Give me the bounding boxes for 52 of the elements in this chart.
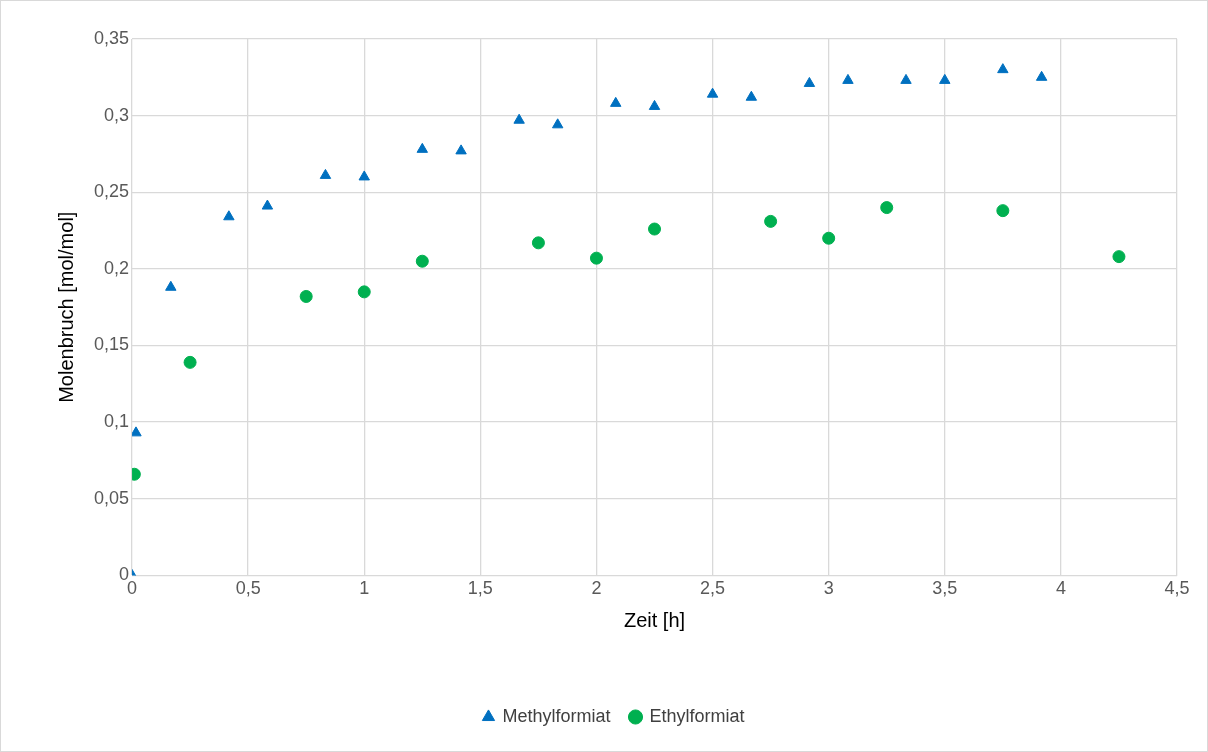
x-tick-label: 4,5	[1164, 578, 1190, 599]
y-tick-label: 0,1	[104, 411, 130, 432]
point	[551, 118, 564, 129]
y-tick-label: 0,2	[104, 257, 130, 278]
point	[415, 254, 429, 268]
point	[745, 90, 758, 101]
point	[165, 280, 177, 291]
point	[648, 222, 662, 236]
point	[610, 96, 622, 107]
point	[132, 426, 142, 437]
x-tick-label: 2	[591, 578, 602, 599]
point	[1112, 250, 1126, 264]
point	[455, 144, 467, 155]
point	[223, 210, 235, 221]
y-axis-title: Molenbruch [mol/mol]	[54, 211, 77, 403]
x-tick-label: 0,5	[235, 578, 261, 599]
point	[416, 142, 428, 153]
point	[319, 168, 332, 179]
point	[531, 236, 545, 250]
point	[1035, 70, 1048, 81]
y-tick-label: 0,3	[104, 104, 130, 125]
point	[939, 73, 951, 84]
point	[706, 87, 719, 98]
x-tick-label: 2,5	[700, 578, 726, 599]
y-tick-label: 0,05	[93, 487, 130, 508]
y-tick-label: 0,35	[93, 27, 130, 48]
y-tick-label: 0,15	[93, 334, 130, 355]
point	[842, 73, 854, 84]
point	[803, 76, 816, 87]
legend-label: Methylformiat	[502, 705, 611, 726]
point	[822, 231, 836, 245]
point	[764, 214, 778, 228]
point	[648, 99, 661, 110]
x-tick-label: 4	[1055, 578, 1066, 599]
point	[357, 285, 371, 299]
x-tick-label: 3	[823, 578, 834, 599]
point	[358, 170, 370, 181]
point	[299, 289, 313, 303]
x-tick-label: 1,5	[467, 578, 493, 599]
point	[589, 251, 603, 265]
point	[996, 204, 1010, 218]
x-tick-label: 1	[359, 578, 370, 599]
x-axis-title: Zeit [h]	[623, 608, 686, 631]
point	[513, 113, 525, 124]
point	[183, 355, 197, 369]
legend-label: Ethylformiat	[649, 705, 745, 726]
point	[900, 73, 912, 84]
y-tick-label: 0,25	[93, 181, 130, 202]
point	[880, 201, 894, 215]
x-tick-label: 3,5	[932, 578, 958, 599]
point	[997, 63, 1009, 74]
point	[261, 199, 274, 210]
